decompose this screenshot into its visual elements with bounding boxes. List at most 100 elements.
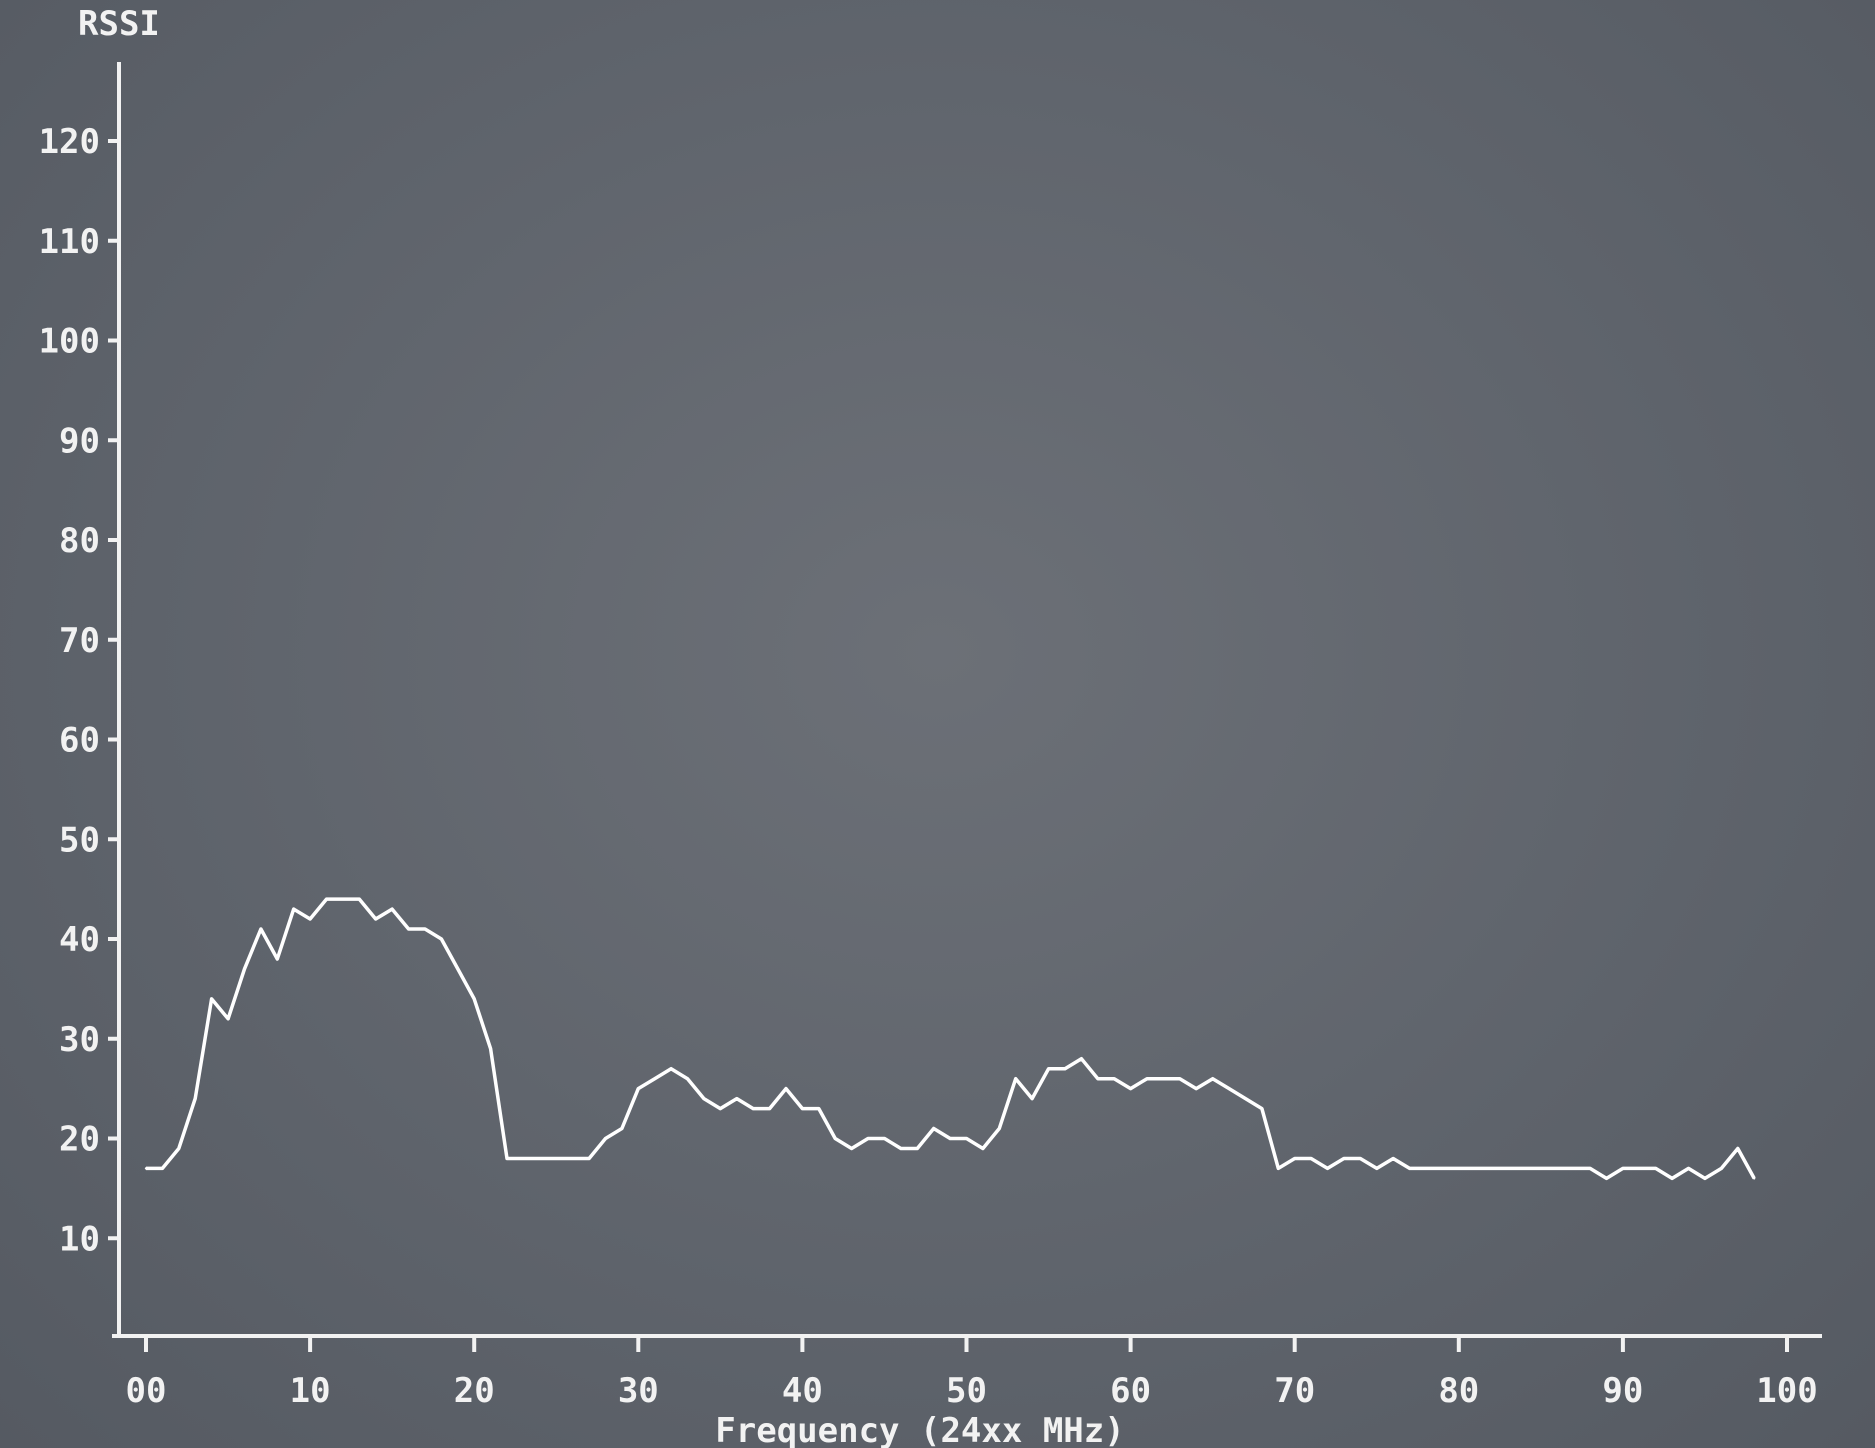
x-tick-label: 50 [946,1371,987,1411]
data-point [735,1097,738,1100]
data-point [817,1107,821,1110]
data-point [1227,1087,1231,1090]
data-point [1030,1097,1034,1100]
data-point [505,1157,509,1160]
data-point [555,1157,558,1160]
x-tick-label: 10 [290,1371,331,1411]
x-tick-label: 60 [1110,1371,1151,1411]
data-point [1309,1157,1313,1160]
data-point [1293,1157,1296,1160]
data-point [1687,1167,1690,1170]
y-tick-label: 40 [59,920,100,960]
data-point [1096,1077,1099,1080]
data-point [144,1167,148,1170]
data-point [620,1127,624,1130]
data-point [965,1137,968,1140]
x-tick-label: 90 [1602,1371,1643,1411]
data-point [1112,1077,1116,1080]
x-tick-label: 40 [782,1371,823,1411]
data-point [177,1147,181,1150]
data-point [932,1127,935,1130]
data-point [768,1107,771,1110]
y-tick-label: 90 [59,421,100,461]
data-point [653,1077,656,1080]
y-tick-label: 30 [59,1020,100,1060]
data-point [1539,1167,1543,1170]
data-point [1670,1177,1674,1180]
y-tick-label: 70 [59,621,100,661]
data-point [1063,1067,1067,1070]
data-point [226,1017,230,1020]
data-point [456,967,459,971]
data-point [998,1127,1001,1130]
data-point [489,1047,492,1050]
data-point [1391,1157,1395,1160]
x-tick-label: 70 [1274,1371,1315,1411]
data-point [1605,1177,1608,1180]
y-tick-label: 50 [59,820,100,860]
data-point [161,1167,164,1170]
y-tick-label: 110 [39,222,100,262]
data-point [801,1107,804,1110]
data-point [308,917,312,921]
rssi-series-line [146,897,1756,1181]
data-point [637,1087,640,1090]
data-point [292,907,295,911]
data-point [210,997,213,1001]
data-point [259,927,263,931]
data-point [834,1137,837,1140]
data-point [1703,1177,1707,1180]
x-tick-label: 80 [1438,1371,1479,1411]
data-point [325,897,328,901]
x-tick-label: 00 [126,1371,167,1411]
x-tick-label: 100 [1756,1371,1817,1411]
y-tick-label: 60 [59,721,100,761]
data-point [784,1087,788,1090]
data-point [341,897,345,901]
data-point [374,917,377,921]
data-point [587,1157,591,1160]
data-point [390,907,394,911]
data-point [358,897,361,901]
y-tick-label: 120 [39,122,100,162]
data-point [1244,1097,1247,1100]
data-point [1260,1107,1264,1110]
data-point [1572,1167,1575,1170]
x-tick-label: 20 [454,1371,495,1411]
data-point [1326,1167,1329,1170]
data-point [538,1157,542,1160]
data-point [1424,1167,1428,1170]
data-point [1178,1077,1182,1080]
data-point [1195,1087,1198,1090]
series [144,897,1756,1181]
data-point [702,1097,706,1100]
data-point [1359,1157,1362,1160]
data-point [1047,1067,1050,1070]
data-point [751,1107,755,1110]
x-axis-title: Frequency (24xx MHz) [715,1411,1124,1448]
data-point [423,927,427,931]
data-point [1638,1167,1641,1170]
data-point [1588,1167,1592,1170]
data-point [1506,1167,1510,1170]
data-point [883,1137,886,1140]
data-point [1654,1167,1657,1170]
axes: RSSI Frequency (24xx MHz) [78,4,1822,1448]
data-point [473,997,476,1001]
data-point [1014,1077,1017,1080]
data-point [686,1077,689,1080]
data-point [948,1137,952,1140]
data-point [1080,1057,1083,1060]
data-point [1490,1167,1493,1170]
data-point [1129,1087,1132,1090]
data-point [1720,1167,1723,1170]
data-point [522,1157,525,1160]
y-tick-label: 10 [59,1219,100,1259]
data-point [899,1147,903,1150]
data-point [850,1147,853,1150]
y-tick-label: 80 [59,521,100,561]
data-point [571,1157,574,1160]
data-point [1162,1077,1165,1080]
data-point [1342,1157,1346,1160]
